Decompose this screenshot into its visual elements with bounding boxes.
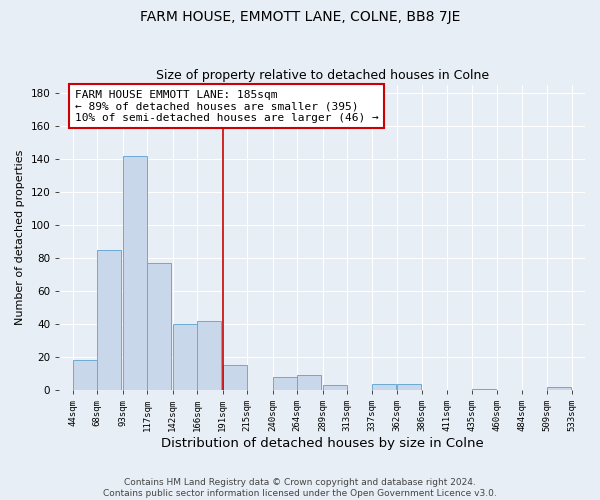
Bar — [223, 366, 247, 390]
Text: FARM HOUSE EMMOTT LANE: 185sqm
← 89% of detached houses are smaller (395)
10% of: FARM HOUSE EMMOTT LANE: 185sqm ← 89% of … — [74, 90, 379, 122]
Bar — [547, 387, 571, 390]
Bar — [73, 360, 97, 390]
Bar — [97, 250, 121, 390]
Y-axis label: Number of detached properties: Number of detached properties — [15, 150, 25, 325]
Bar — [148, 263, 172, 390]
Bar — [372, 384, 396, 390]
Bar — [197, 321, 221, 390]
Bar — [472, 388, 496, 390]
Title: Size of property relative to detached houses in Colne: Size of property relative to detached ho… — [155, 69, 489, 82]
Bar — [173, 324, 197, 390]
Bar — [323, 385, 347, 390]
Bar — [298, 376, 322, 390]
Bar — [397, 384, 421, 390]
X-axis label: Distribution of detached houses by size in Colne: Distribution of detached houses by size … — [161, 437, 484, 450]
Bar — [273, 377, 297, 390]
Text: FARM HOUSE, EMMOTT LANE, COLNE, BB8 7JE: FARM HOUSE, EMMOTT LANE, COLNE, BB8 7JE — [140, 10, 460, 24]
Text: Contains HM Land Registry data © Crown copyright and database right 2024.
Contai: Contains HM Land Registry data © Crown c… — [103, 478, 497, 498]
Bar — [123, 156, 147, 390]
